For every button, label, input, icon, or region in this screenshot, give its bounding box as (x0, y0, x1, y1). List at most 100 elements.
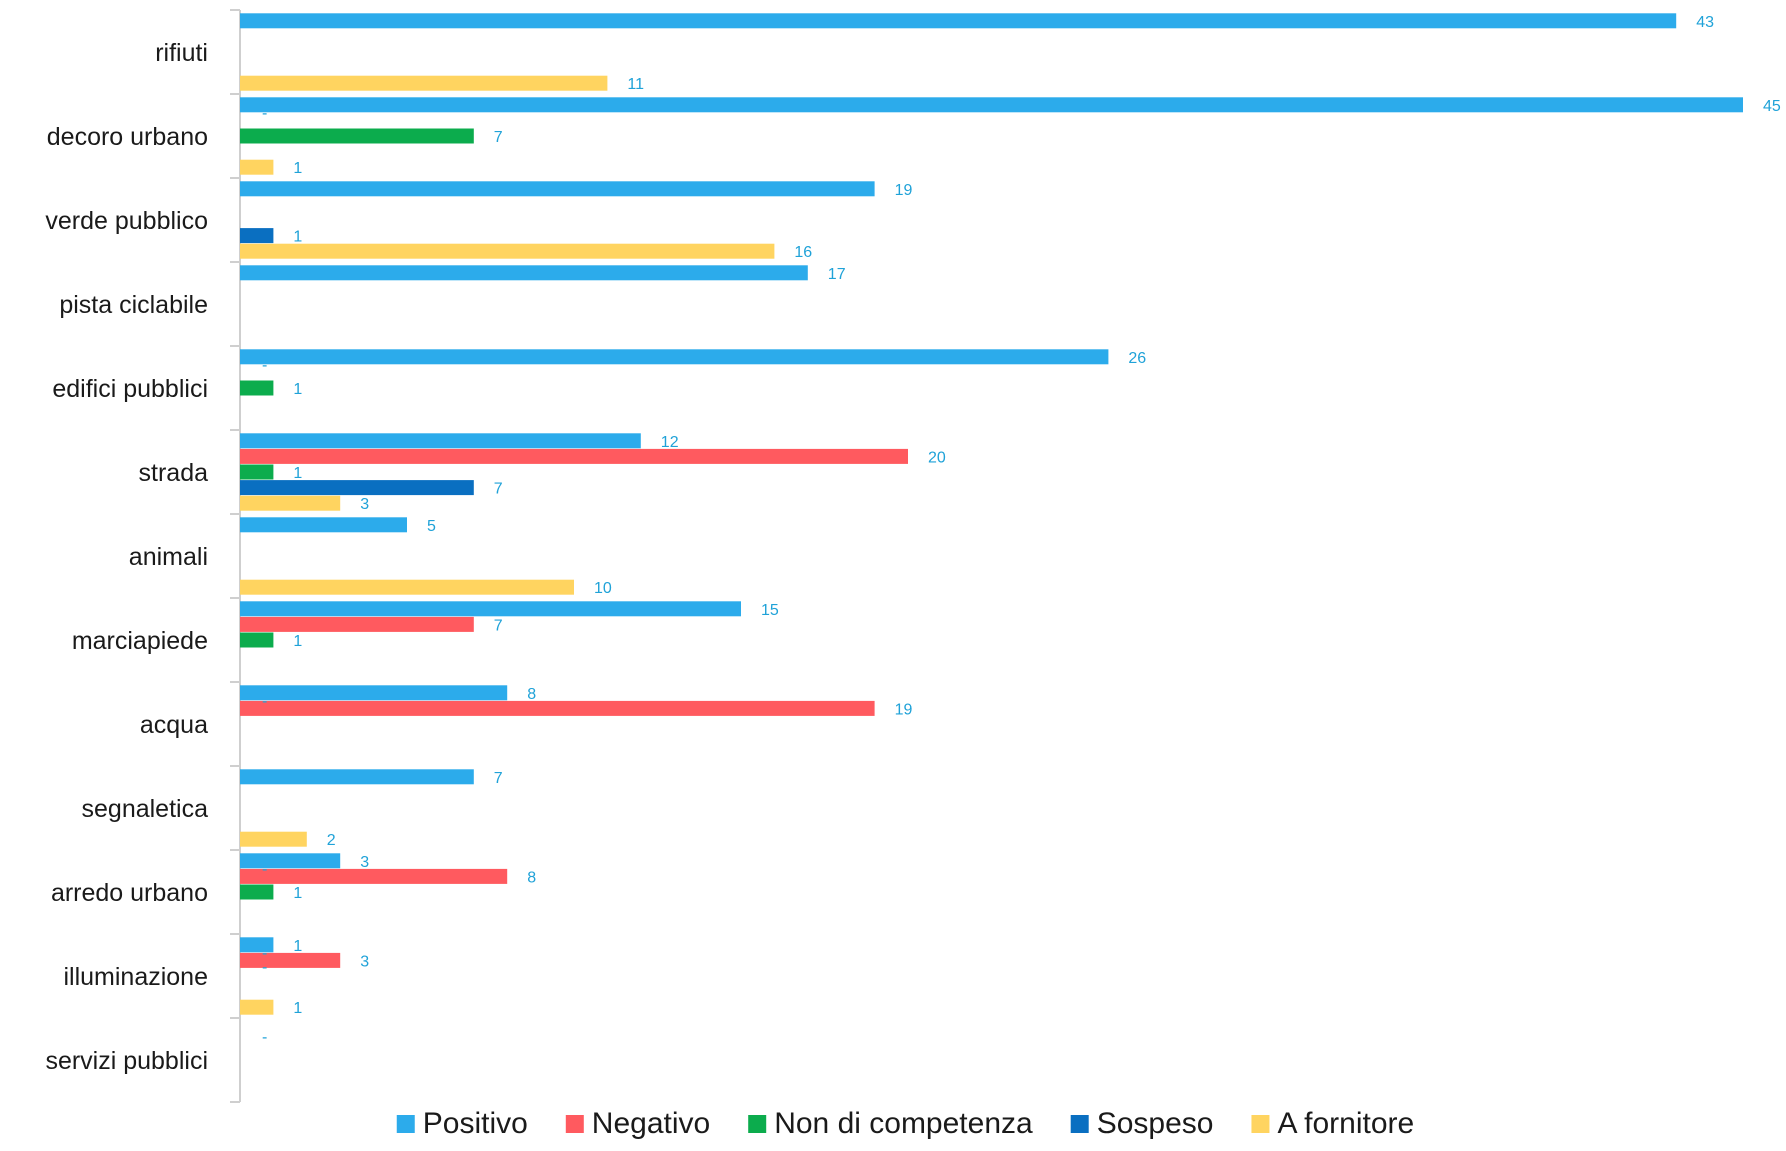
axis-layer: rifiuti decoro urbano verde pubblico pista … (45, 9, 241, 1103)
data-label: 1 (293, 160, 302, 177)
bars-layer (240, 13, 1743, 1015)
data-label: 17 (828, 266, 846, 283)
bar (240, 159, 274, 175)
bar (240, 853, 341, 869)
legend-label: Sospeso (1097, 1107, 1214, 1140)
data-label: 5 (427, 518, 436, 535)
data-label: 20 (928, 449, 946, 466)
bar (240, 616, 474, 632)
category-label: verde pubblico (45, 207, 208, 235)
bar (240, 685, 508, 701)
data-label: 16 (794, 244, 812, 261)
category-label: segnaletica (82, 795, 209, 823)
data-label: 19 (895, 701, 913, 718)
data-label: 1 (293, 1000, 302, 1017)
bar (240, 579, 574, 595)
bar (240, 884, 274, 900)
legend-label: Positivo (423, 1107, 528, 1140)
data-label: 3 (360, 854, 369, 871)
data-label-dash: - (262, 357, 267, 374)
bar (240, 517, 407, 533)
bar (240, 265, 808, 281)
data-label: 1 (293, 633, 302, 650)
data-label: 1 (293, 885, 302, 902)
category-label: strada (139, 459, 209, 487)
bar (240, 380, 274, 396)
legend-item: Negativo (565, 1107, 710, 1140)
legend-label: A fornitore (1277, 1107, 1414, 1140)
data-label-dash: - (262, 105, 267, 122)
bar (240, 13, 1677, 29)
legend-item: Non di competenza (748, 1107, 1033, 1140)
data-label: 1 (293, 229, 302, 246)
legend-item: A fornitore (1251, 1107, 1414, 1140)
data-label: 15 (761, 602, 779, 619)
bar (240, 952, 341, 968)
legend-swatch (565, 1115, 584, 1133)
data-label: 11 (627, 76, 644, 93)
data-label: 2 (327, 832, 336, 849)
data-label: 3 (360, 496, 369, 513)
bar (240, 632, 274, 648)
data-label: 12 (661, 434, 679, 451)
category-label: marciapiede (72, 627, 208, 655)
data-label: 19 (895, 182, 913, 199)
legend-swatch (748, 1115, 767, 1133)
bar (240, 495, 341, 511)
category-label: rifiuti (155, 39, 208, 67)
category-label: servizi pubblici (45, 1047, 208, 1075)
data-label: 7 (494, 481, 503, 498)
category-label: animali (129, 543, 208, 571)
bar (240, 999, 274, 1015)
bar (240, 128, 474, 144)
data-label-dash: - (262, 959, 267, 976)
legend-swatch (396, 1115, 415, 1133)
bar (240, 700, 875, 716)
bar (240, 75, 608, 91)
legend-item: Positivo (396, 1107, 528, 1140)
legend-label: Non di competenza (774, 1107, 1033, 1140)
chart-legend: Positivo Negativo Non di competenza Sospeso… (396, 1107, 1414, 1140)
data-label: 1 (293, 381, 302, 398)
category-label: arredo urbano (51, 879, 208, 907)
category-label: acqua (140, 711, 208, 739)
legend-label: Negativo (592, 1107, 710, 1140)
category-label: pista ciclabile (59, 291, 208, 319)
category-label: decoro urbano (47, 123, 208, 151)
data-label-dash: - (262, 693, 267, 710)
bar (240, 181, 875, 197)
data-label: 7 (494, 770, 503, 787)
data-label: 8 (527, 686, 536, 703)
bar (240, 868, 508, 884)
bar (240, 769, 474, 785)
bar (240, 243, 775, 259)
data-label: 45 (1763, 98, 1781, 115)
category-label: edifici pubblici (52, 375, 208, 403)
data-label: 43 (1696, 14, 1714, 31)
data-label: 7 (494, 617, 503, 634)
category-label: illuminazione (63, 963, 208, 991)
bar (240, 937, 274, 953)
data-label: 1 (293, 465, 302, 482)
data-label: 3 (360, 953, 369, 970)
data-label: 10 (594, 580, 612, 597)
labels-layer: 4345191726125158731207198371111171111631… (262, 14, 1781, 1046)
bar (240, 97, 1743, 113)
data-label: 8 (527, 869, 536, 886)
bar (240, 228, 274, 244)
bar (240, 349, 1109, 365)
legend-swatch (1070, 1115, 1089, 1133)
legend-swatch (1251, 1115, 1270, 1133)
bar (240, 433, 641, 449)
data-label-dash: - (262, 1029, 267, 1046)
bar (240, 480, 474, 496)
data-label-dash: - (262, 945, 267, 962)
bar (240, 601, 741, 617)
data-label: 1 (293, 938, 302, 955)
data-label: 7 (494, 129, 503, 146)
data-label-dash: - (262, 861, 267, 878)
bar (240, 831, 307, 847)
data-label: 26 (1128, 350, 1146, 367)
